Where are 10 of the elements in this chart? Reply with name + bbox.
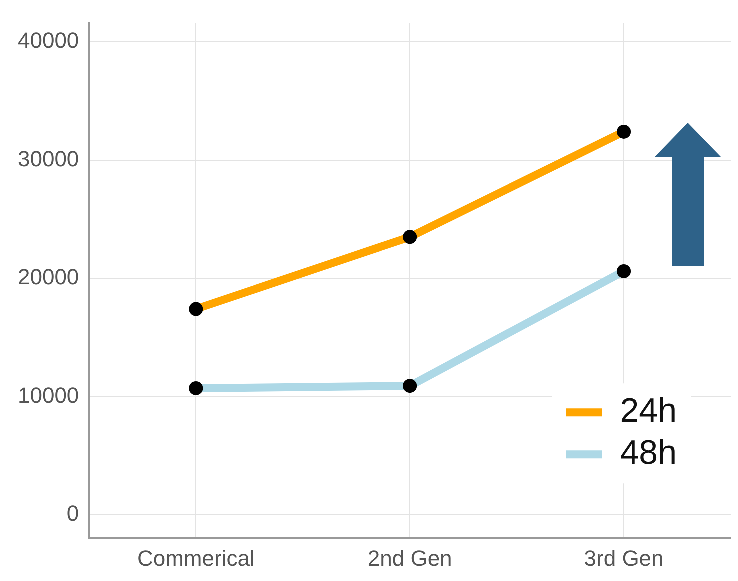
x-tick-label: Commerical [137, 546, 255, 571]
x-tick-label: 3rd Gen [584, 546, 664, 571]
y-tick-label: 10000 [18, 382, 80, 408]
x-tick-label: 2nd Gen [368, 546, 452, 571]
y-tick-label: 0 [66, 501, 80, 526]
legend-label: 48h [620, 434, 678, 472]
y-tick-label: 20000 [18, 264, 80, 290]
y-tick-label: 30000 [18, 146, 80, 172]
legend-label: 24h [620, 392, 678, 430]
y-tick-label: 40000 [18, 28, 80, 54]
